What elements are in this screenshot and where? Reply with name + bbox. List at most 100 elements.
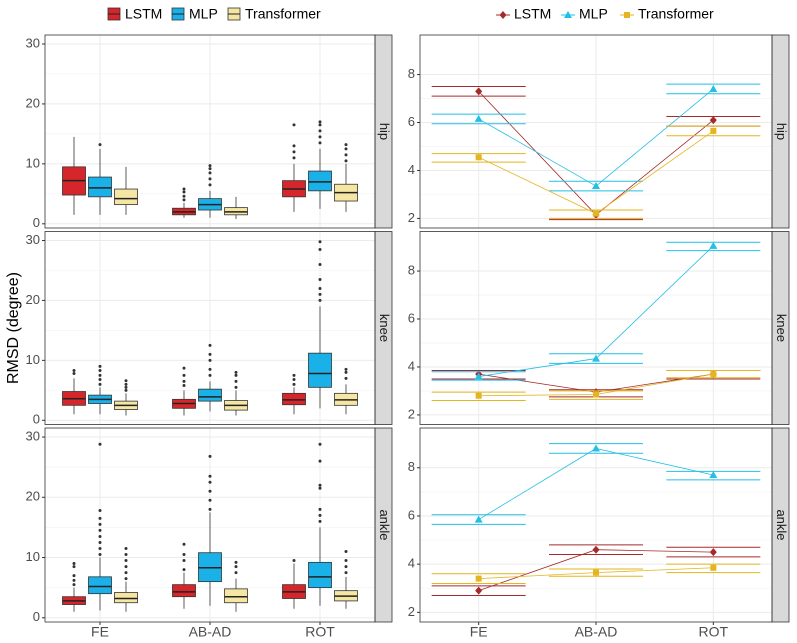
outlier — [124, 388, 128, 392]
strip-label: ankle — [377, 509, 392, 540]
strip-label: knee — [774, 314, 789, 342]
outlier — [72, 372, 76, 376]
panel-border — [44, 231, 376, 425]
outlier — [208, 358, 212, 362]
outlier — [98, 143, 102, 147]
y-tick-label: 2 — [408, 604, 415, 619]
outlier — [318, 459, 322, 463]
outlier — [98, 534, 102, 538]
point — [475, 586, 483, 595]
box — [308, 352, 332, 388]
y-tick-label: 6 — [408, 507, 415, 522]
outlier — [98, 553, 102, 557]
outlier — [98, 509, 102, 513]
outlier — [124, 577, 128, 581]
outlier — [182, 384, 186, 388]
outlier — [72, 369, 76, 373]
strip-label: hip — [774, 123, 789, 140]
outlier — [182, 190, 186, 194]
outlier — [98, 364, 102, 368]
point — [709, 84, 718, 92]
point — [709, 241, 718, 249]
y-tick-label: 0 — [33, 215, 40, 230]
y-tick-label: 30 — [26, 428, 40, 443]
legend-label: MLP — [189, 6, 218, 22]
point — [475, 87, 483, 96]
panel-border — [419, 231, 773, 425]
outlier — [208, 367, 212, 371]
outlier — [208, 489, 212, 493]
outlier — [124, 546, 128, 550]
outlier — [318, 442, 322, 446]
outlier — [344, 370, 348, 374]
outlier — [292, 156, 296, 160]
y-tick-label: 4 — [408, 358, 415, 373]
y-tick-label: 8 — [408, 66, 415, 81]
outlier — [318, 277, 322, 281]
outlier — [318, 120, 322, 124]
box — [282, 392, 306, 406]
outlier — [292, 150, 296, 154]
point — [474, 515, 483, 523]
outlier — [292, 559, 296, 563]
outlier — [344, 143, 348, 147]
box — [308, 170, 332, 192]
outlier — [98, 382, 102, 386]
y-tick-label: 10 — [26, 352, 40, 367]
point — [709, 470, 718, 478]
x-tick-label: FE — [91, 624, 109, 640]
outlier — [124, 379, 128, 383]
y-tick-label: 30 — [26, 232, 40, 247]
outlier — [182, 559, 186, 563]
outlier — [208, 167, 212, 171]
outlier — [344, 367, 348, 371]
outlier — [182, 568, 186, 572]
outlier — [208, 164, 212, 168]
x-tick-label: FE — [470, 624, 488, 640]
y-tick-label: 20 — [26, 292, 40, 307]
y-tick-label: 20 — [26, 489, 40, 504]
outlier — [98, 369, 102, 373]
x-tick-label: ROT — [305, 624, 335, 640]
outlier — [318, 240, 322, 244]
outlier — [124, 385, 128, 389]
box — [114, 592, 138, 604]
box — [224, 588, 248, 604]
outlier — [318, 135, 322, 139]
outlier — [344, 565, 348, 569]
y-tick-label: 30 — [26, 35, 40, 50]
outlier — [124, 571, 128, 575]
y-tick-label: 6 — [408, 310, 415, 325]
outlier — [292, 144, 296, 148]
outlier — [292, 123, 296, 127]
outlier — [234, 370, 238, 374]
x-tick-label: ROT — [699, 624, 729, 640]
outlier — [344, 159, 348, 163]
outlier — [234, 385, 238, 389]
box — [308, 561, 332, 589]
outlier — [208, 373, 212, 377]
y-axis-label: RMSD (degree) — [5, 272, 22, 384]
outlier — [98, 522, 102, 526]
outlier — [292, 378, 296, 382]
outlier — [208, 343, 212, 347]
point — [592, 545, 600, 554]
box — [172, 584, 196, 598]
outlier — [98, 528, 102, 532]
y-tick-label: 20 — [26, 95, 40, 110]
outlier — [182, 366, 186, 370]
outlier — [344, 376, 348, 380]
outlier — [72, 583, 76, 587]
y-tick-label: 10 — [26, 155, 40, 170]
panel-border — [419, 34, 773, 229]
strip-label: hip — [377, 123, 392, 140]
y-tick-label: 4 — [408, 162, 415, 177]
outlier — [292, 373, 296, 377]
outlier — [318, 298, 322, 302]
outlier — [98, 546, 102, 550]
outlier — [318, 141, 322, 145]
outlier — [72, 574, 76, 578]
point — [593, 210, 599, 217]
outlier — [292, 382, 296, 386]
outlier — [98, 540, 102, 544]
